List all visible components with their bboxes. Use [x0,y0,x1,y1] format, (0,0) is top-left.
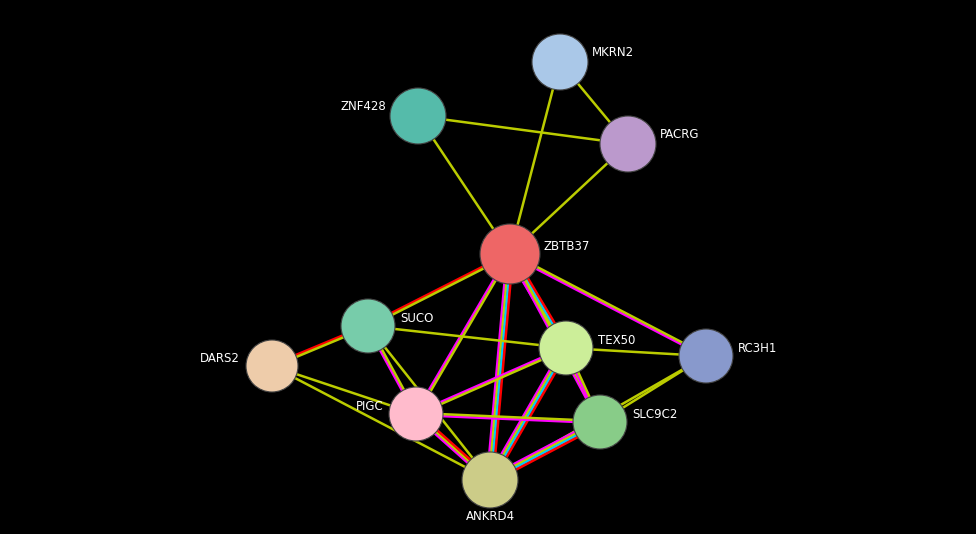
Circle shape [462,452,518,508]
Text: ZNF428: ZNF428 [341,99,386,113]
Text: PACRG: PACRG [660,128,700,140]
Circle shape [573,395,627,449]
Text: MKRN2: MKRN2 [592,45,634,59]
Text: ZBTB37: ZBTB37 [544,240,590,253]
Text: PIGC: PIGC [356,399,384,412]
Circle shape [679,329,733,383]
Circle shape [246,340,298,392]
Text: RC3H1: RC3H1 [738,342,777,355]
Circle shape [341,299,395,353]
Circle shape [539,321,593,375]
Circle shape [532,34,588,90]
Text: ANKRD4: ANKRD4 [466,509,514,522]
Circle shape [480,224,540,284]
Circle shape [389,387,443,441]
Text: SUCO: SUCO [400,311,433,325]
Text: TEX50: TEX50 [598,334,635,347]
Circle shape [600,116,656,172]
Text: DARS2: DARS2 [200,351,240,365]
Text: SLC9C2: SLC9C2 [632,407,677,420]
Circle shape [390,88,446,144]
